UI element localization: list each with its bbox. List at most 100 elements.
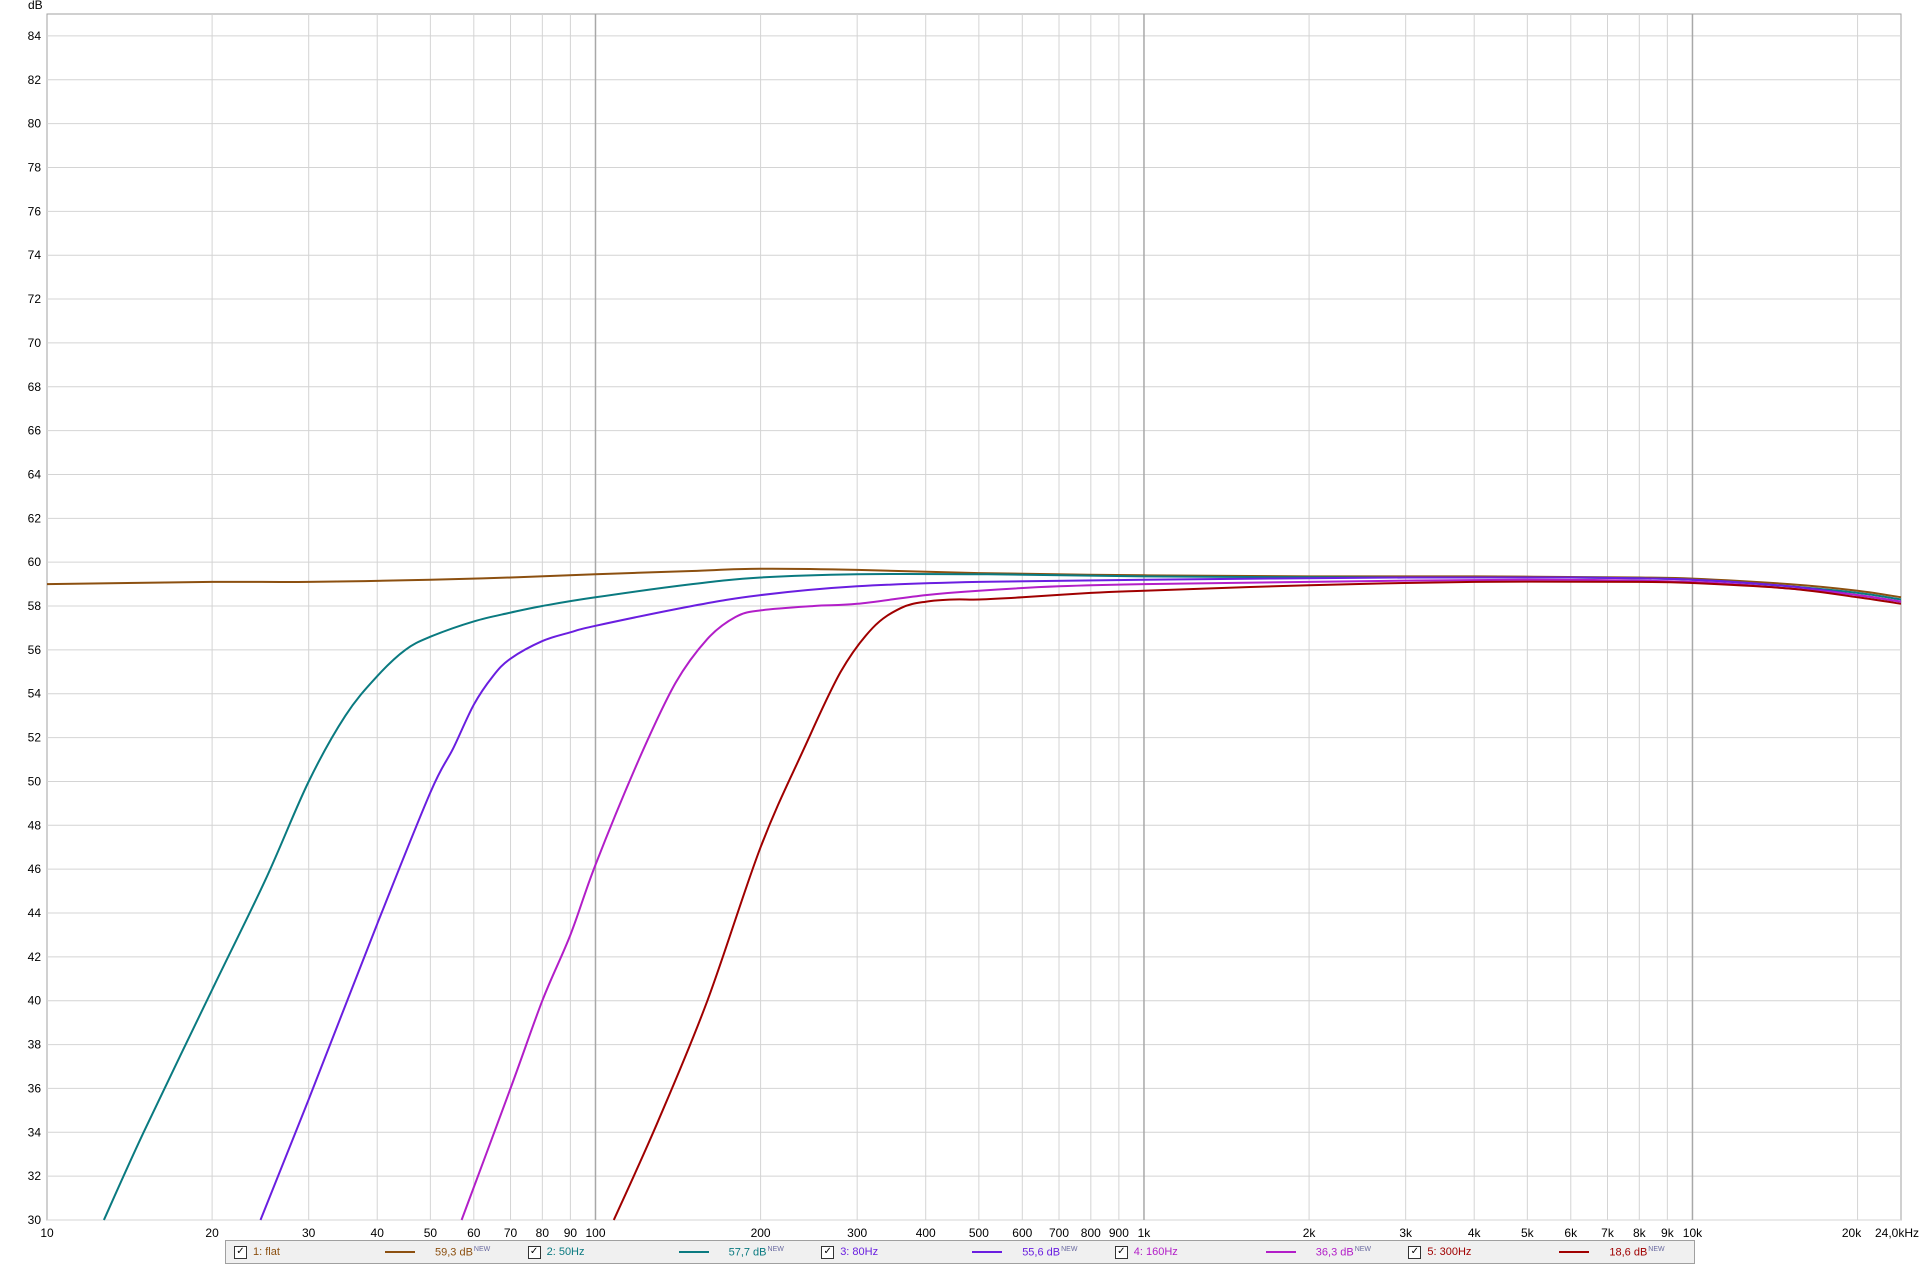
y-axis-label: dB [28, 0, 43, 12]
x-tick-label: 5k [1521, 1226, 1535, 1240]
x-tick-label: 60 [467, 1226, 481, 1240]
series-line-3 [259, 576, 1902, 1221]
x-tick-label: 10k [1683, 1226, 1703, 1240]
y-tick-label: 48 [28, 818, 42, 832]
legend-value-text: 59,3 dB [435, 1246, 473, 1259]
x-tick-label: 7k [1601, 1226, 1615, 1240]
x-tick-label: 100 [585, 1226, 605, 1240]
legend-series-name: 1: flat [253, 1246, 280, 1258]
legend-value-text: 57,7 dB [728, 1246, 767, 1259]
series-visibility-checkbox[interactable]: ✓ [821, 1245, 835, 1259]
legend-entry: ✓ 3: 80Hz 55,6 dBNEW [813, 1241, 1107, 1263]
legend-series-value: 57,7 dBNEW [729, 1246, 784, 1259]
x-tick-label: 9k [1661, 1226, 1675, 1240]
y-tick-label: 60 [28, 555, 42, 569]
x-tick-label: 40 [371, 1226, 385, 1240]
x-tick-label: 300 [847, 1226, 867, 1240]
y-tick-label: 34 [28, 1125, 42, 1139]
y-tick-label: 52 [28, 731, 42, 745]
x-tick-label: 3k [1399, 1226, 1413, 1240]
legend-color-swatch [1265, 1251, 1296, 1253]
x-tick-label: 1k [1138, 1226, 1152, 1240]
legend-new-badge: NEW [1061, 1245, 1078, 1253]
plot-area [46, 13, 1902, 1221]
legend: ✓ 1: flat 59,3 dBNEW ✓ 2: 50Hz 57,7 dBNEW ✓ 3: … [225, 1240, 1695, 1264]
series-visibility-checkbox[interactable]: ✓ [234, 1245, 247, 1259]
x-tick-label: 90 [564, 1226, 578, 1240]
legend-series-value: 55,6 dBNEW [1022, 1246, 1077, 1259]
y-tick-label: 62 [28, 511, 42, 525]
legend-new-badge: NEW [1354, 1245, 1372, 1253]
y-tick-label: 36 [28, 1081, 42, 1095]
y-tick-label: 80 [28, 117, 42, 131]
series-visibility-checkbox[interactable]: ✓ [1114, 1245, 1128, 1259]
legend-new-badge: NEW [767, 1245, 784, 1253]
x-tick-label: 900 [1109, 1226, 1129, 1240]
legend-series-name: 3: 80Hz [840, 1246, 879, 1258]
legend-series-value: 59,3 dBNEW [435, 1246, 490, 1259]
y-tick-label: 58 [28, 599, 42, 613]
x-tick-label: 2k [1303, 1226, 1317, 1240]
legend-entry: ✓ 5: 300Hz 18,6 dBNEW [1400, 1241, 1694, 1263]
x-tick-label: 20k [1842, 1226, 1862, 1240]
legend-value-text: 36,3 dB [1315, 1246, 1354, 1259]
legend-color-swatch [1559, 1251, 1590, 1253]
grid [47, 14, 1901, 1221]
y-tick-label: 46 [28, 862, 42, 876]
x-tick-label: 80 [536, 1226, 550, 1240]
tick-labels: 30 32 34 36 38 40 42 44 46 48 50 52 54 56 58 60 62 64 66 68… [28, 29, 1919, 1240]
x-tick-label: 700 [1049, 1226, 1069, 1240]
legend-entry: ✓ 1: flat 59,3 dBNEW [226, 1241, 520, 1263]
y-tick-label: 66 [28, 424, 42, 438]
legend-series-value: 18,6 dBNEW [1609, 1246, 1664, 1259]
legend-series-value: 36,3 dBNEW [1316, 1246, 1371, 1259]
y-tick-label: 64 [28, 467, 42, 481]
y-tick-label: 56 [28, 643, 42, 657]
y-tick-label: 84 [28, 29, 42, 43]
legend-series-name: 5: 300Hz [1427, 1246, 1472, 1258]
x-tick-label: 4k [1468, 1226, 1482, 1240]
x-tick-label: 600 [1012, 1226, 1032, 1240]
x-tick-label: 8k [1633, 1226, 1647, 1240]
series-line-4 [460, 578, 1902, 1221]
y-tick-label: 72 [28, 292, 42, 306]
y-tick-label: 38 [28, 1038, 42, 1052]
series-line-1 [46, 567, 1902, 599]
legend-value-text: 18,6 dB [1609, 1246, 1648, 1259]
y-tick-label: 76 [28, 204, 42, 218]
series-visibility-checkbox[interactable]: ✓ [1408, 1245, 1422, 1259]
legend-color-swatch [972, 1251, 1003, 1253]
y-tick-label: 54 [28, 687, 42, 701]
x-tick-label: 500 [969, 1226, 989, 1240]
x-tick-label: 10 [40, 1226, 54, 1240]
y-tick-label: 30 [28, 1213, 42, 1227]
legend-value-text: 55,6 dB [1022, 1246, 1061, 1259]
y-tick-label: 82 [28, 73, 42, 87]
legend-entry: ✓ 4: 160Hz 36,3 dBNEW [1107, 1241, 1401, 1263]
series-group [46, 567, 1902, 1221]
y-tick-label: 74 [28, 248, 42, 262]
legend-series-name: 4: 160Hz [1133, 1246, 1178, 1258]
x-tick-label: 400 [916, 1226, 936, 1240]
y-tick-label: 44 [28, 906, 42, 920]
y-tick-label: 70 [28, 336, 42, 350]
x-tick-label: 200 [751, 1226, 771, 1240]
y-tick-label: 42 [28, 950, 42, 964]
series-visibility-checkbox[interactable]: ✓ [527, 1245, 541, 1259]
legend-series-name: 2: 50Hz [546, 1246, 585, 1258]
y-tick-label: 68 [28, 380, 42, 394]
legend-color-swatch [678, 1251, 709, 1253]
x-tick-label: 800 [1081, 1226, 1101, 1240]
x-tick-label: 6k [1564, 1226, 1578, 1240]
x-tick-label: 30 [302, 1226, 316, 1240]
x-tick-label: 70 [504, 1226, 518, 1240]
x-tick-label: 50 [424, 1226, 438, 1240]
series-line-5 [612, 580, 1902, 1221]
y-tick-label: 40 [28, 994, 42, 1008]
y-tick-label: 78 [28, 160, 42, 174]
legend-new-badge: NEW [1648, 1245, 1665, 1253]
x-tick-label: 24,0kHz [1875, 1226, 1919, 1240]
legend-entry: ✓ 2: 50Hz 57,7 dBNEW [520, 1241, 814, 1263]
legend-color-swatch [385, 1251, 415, 1253]
